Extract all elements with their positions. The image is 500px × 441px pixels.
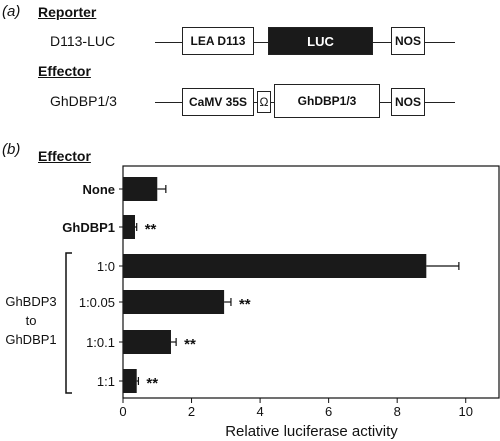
bar [123, 215, 135, 239]
plot-frame [122, 165, 500, 399]
x-axis-label: Relative luciferase activity [225, 423, 398, 440]
bar [123, 330, 171, 354]
panel-b-label: (b) [2, 141, 21, 158]
x-tick-label: 4 [256, 404, 263, 419]
x-tick-label: 8 [394, 404, 401, 419]
group-label-line-1: GhBDP3 [5, 294, 57, 309]
reporter-promoter-box: LEA D113 [182, 27, 254, 55]
reporter-construct-name: D113-LUC [50, 33, 116, 49]
bar [123, 369, 137, 393]
reporter-line-mid2 [373, 42, 391, 43]
category-label: GhDBP1 [62, 220, 115, 235]
x-tick-label: 0 [119, 404, 126, 419]
group-bracket [65, 252, 72, 394]
effector-gene-box: GhDBP1/3 [274, 84, 380, 118]
group-label: GhBDP3 to GhDBP1 [2, 292, 60, 349]
effector-line-mid3 [380, 102, 391, 103]
effector-construct-name: GhDBP1/3 [50, 93, 117, 109]
bar [123, 290, 225, 314]
bar [123, 254, 427, 278]
group-label-line-3: GhDBP1 [5, 332, 57, 347]
significance-marker: ** [145, 221, 157, 238]
effector-line-left [155, 102, 182, 103]
reporter-heading: Reporter [38, 4, 97, 20]
effector-line-right [425, 102, 455, 103]
significance-marker: ** [146, 375, 158, 392]
significance-marker: ** [184, 336, 196, 353]
x-tick-label: 6 [325, 404, 332, 419]
category-label: 1:1 [97, 374, 115, 389]
panel-a-label: (a) [2, 3, 21, 20]
reporter-line-mid1 [254, 42, 268, 43]
reporter-line-right [425, 42, 455, 43]
significance-marker: ** [239, 296, 251, 313]
effector-promoter-box: CaMV 35S [182, 88, 254, 116]
effector-line-mid1 [254, 102, 257, 103]
effector-heading-a: Effector [38, 63, 91, 79]
x-tick-label: 10 [458, 404, 472, 419]
category-label: None [83, 182, 116, 197]
effector-terminator-box: NOS [391, 88, 425, 116]
category-label: 1:0 [97, 259, 115, 274]
category-label: 1:0.1 [86, 335, 115, 350]
effector-enhancer-box: Ω [257, 91, 271, 113]
effector-line-mid2 [271, 102, 274, 103]
reporter-line-left [155, 42, 182, 43]
x-tick-label: 2 [188, 404, 195, 419]
category-label: 1:0.05 [79, 295, 115, 310]
reporter-terminator-box: NOS [391, 27, 425, 55]
reporter-gene-box: LUC [268, 27, 373, 55]
group-label-line-2: to [25, 313, 37, 328]
effector-heading-b: Effector [38, 148, 91, 164]
bar [123, 177, 158, 201]
